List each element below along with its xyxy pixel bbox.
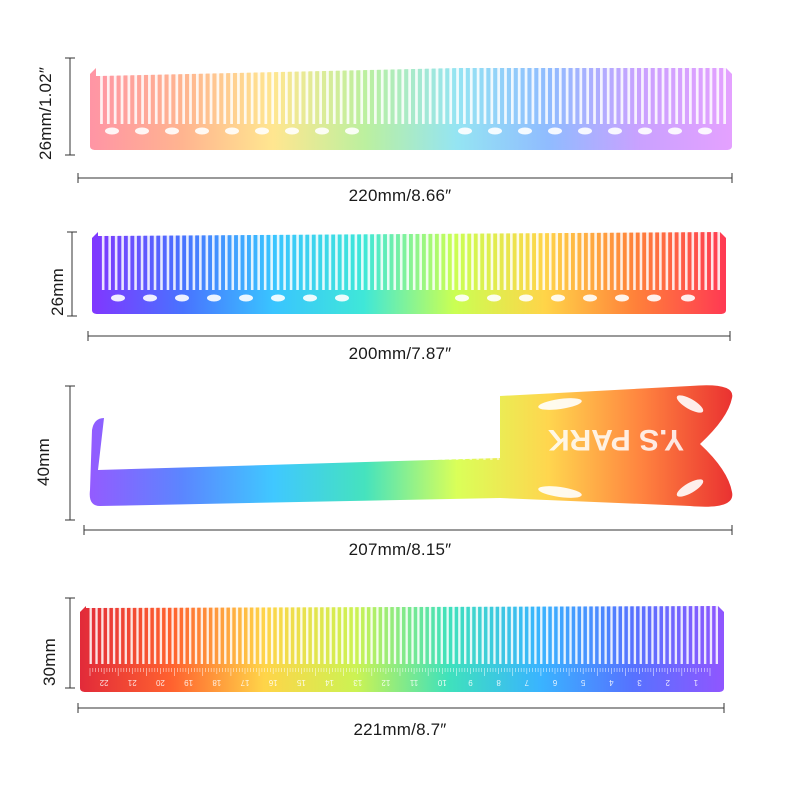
comb-4-ruler-number: 5 <box>580 678 585 687</box>
comb-4-ruler-number: 2 <box>665 678 670 687</box>
comb-2-hole <box>519 294 533 302</box>
comb-4-ruler-number: 22 <box>99 678 108 687</box>
comb-3-brand-text: Y.S PARK <box>548 423 684 456</box>
comb-4-ruler-number: 14 <box>325 678 334 687</box>
comb-2-hole <box>647 294 661 302</box>
comb-2-hole <box>175 294 189 302</box>
comb-1-height-label: 26mm/1.02″ <box>36 66 55 160</box>
comb-4-ruler-number: 10 <box>437 678 446 687</box>
comb-2-teeth <box>98 232 721 290</box>
comb-2-hole <box>239 294 253 302</box>
comb-1-hole <box>255 127 269 135</box>
comb-2-hole <box>615 294 629 302</box>
comb-3-handle-hole <box>538 486 582 498</box>
comb-4-ruler-number: 19 <box>184 678 193 687</box>
comb-4-ruler-number: 12 <box>381 678 390 687</box>
comb-2-width-label: 200mm/7.87″ <box>348 344 452 363</box>
comb-3-handle-hole <box>538 398 582 410</box>
comb-4-teeth <box>86 606 719 664</box>
comb-4-ruler-number: 4 <box>609 678 614 687</box>
comb-2-hole <box>583 294 597 302</box>
comb-1-hole <box>165 127 179 135</box>
comb-1-dimension-lines <box>65 57 733 183</box>
comb-2-hole <box>455 294 469 302</box>
comb-3-dimension-lines <box>65 385 733 535</box>
comb-1-hole <box>668 127 682 135</box>
comb-4-ruler-number: 21 <box>127 678 136 687</box>
comb-2-hole <box>681 294 695 302</box>
comb-1-teeth <box>96 68 726 124</box>
comb-4-ruler-number: 18 <box>212 678 221 687</box>
comb-4-ruler-number: 15 <box>296 678 305 687</box>
comb-3-handle-hole <box>676 395 704 413</box>
comb-2 <box>92 232 726 314</box>
comb-3-width-label: 207mm/8.15″ <box>348 540 452 559</box>
comb-1-hole <box>225 127 239 135</box>
comb-4-height-label: 30mm <box>40 637 59 686</box>
comb-4-ruler-number: 1 <box>693 678 698 687</box>
comb-1-hole <box>458 127 472 135</box>
comb-4-ruler-number: 17 <box>240 678 249 687</box>
comb-1-hole <box>105 127 119 135</box>
comb-2-dimension-lines <box>67 231 731 341</box>
comb-4-dimension-lines <box>65 597 725 713</box>
comb-4-ruler-number: 7 <box>524 678 529 687</box>
comb-4-ruler-number: 11 <box>409 678 418 687</box>
comb-1-hole <box>578 127 592 135</box>
comb-3-body <box>89 385 733 507</box>
comb-1-width-label: 220mm/8.66″ <box>348 186 452 205</box>
comb-3-teeth <box>107 396 500 460</box>
comb-1-hole <box>195 127 209 135</box>
comb-4-ruler-number: 13 <box>353 678 362 687</box>
comb-1 <box>90 68 732 150</box>
comb-1-hole <box>285 127 299 135</box>
comb-4-width-label: 221mm/8.7″ <box>353 720 447 739</box>
comb-3-handle-hole <box>676 479 704 497</box>
comb-1-hole <box>488 127 502 135</box>
comb-4-ruler-number: 8 <box>496 678 501 687</box>
comb-4-ruler-number: 20 <box>155 678 164 687</box>
comb-4-ruler-number: 16 <box>268 678 277 687</box>
comb-4-ruler-number: 6 <box>552 678 557 687</box>
comb-2-height-label: 26mm <box>48 267 67 316</box>
comb-2-hole <box>111 294 125 302</box>
comb-3: Y.S PARK <box>89 385 733 507</box>
comb-1-hole <box>518 127 532 135</box>
comb-4-ruler-number: 3 <box>637 678 642 687</box>
comb-4: 22 21 20 19 18 17 16 15 14 13 12 11 10 9 8 7 6 5 4 3 2 1 <box>80 606 724 692</box>
comb-1-hole <box>345 127 359 135</box>
comb-2-hole <box>303 294 317 302</box>
comb-1-hole <box>135 127 149 135</box>
comb-4-ruler: 22 21 20 19 18 17 16 15 14 13 12 11 10 9 8 7 6 5 4 3 2 1 <box>89 668 711 687</box>
comb-2-hole <box>207 294 221 302</box>
comb-2-hole <box>551 294 565 302</box>
comb-3-height-label: 40mm <box>34 437 53 486</box>
comb-1-hole <box>698 127 712 135</box>
comb-2-hole <box>143 294 157 302</box>
comb-2-hole <box>335 294 349 302</box>
comb-2-hole <box>271 294 285 302</box>
comb-1-hole <box>638 127 652 135</box>
comb-1-hole <box>608 127 622 135</box>
comb-1-hole <box>548 127 562 135</box>
comb-4-ruler-number: 9 <box>468 678 473 687</box>
comb-1-hole <box>315 127 329 135</box>
comb-2-hole <box>487 294 501 302</box>
